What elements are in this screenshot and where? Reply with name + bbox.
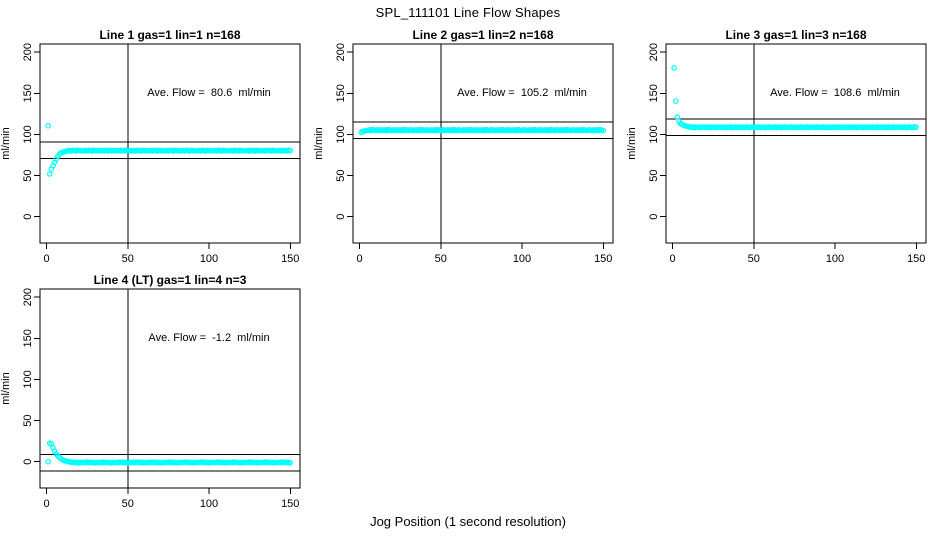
y-axis-label: ml/min	[313, 127, 325, 159]
y-tick-label: 200	[22, 43, 34, 61]
plot-box	[665, 43, 927, 244]
y-tick-label: 100	[335, 125, 347, 143]
x-tick-label: 100	[826, 253, 844, 265]
panel-line-4: Line 4 (LT) gas=1 lin=4 n=3 0 50 100 150 0 50…	[0, 273, 312, 515]
y-tick-label: 200	[648, 43, 660, 61]
panel-4-annotation: Ave. Flow = -1.2 ml/min	[148, 332, 270, 344]
x-tick-label: 50	[122, 253, 134, 265]
data-point	[672, 98, 679, 104]
x-tick-label: 100	[200, 253, 218, 265]
panel-line-2: Line 2 gas=1 lin=2 n=168 0 50 100 150 0 50 100…	[313, 28, 625, 270]
plot-svg-4: 0 50 100 150 0 50 100 150 200 ml/min	[0, 288, 301, 510]
y-tick-label: 100	[22, 370, 34, 388]
panel-2-title: Line 2 gas=1 lin=2 n=168	[412, 28, 554, 42]
y-tick-label: 0	[648, 214, 660, 220]
data-point	[45, 123, 51, 129]
x-tick-label: 0	[43, 498, 49, 510]
y-tick-label: 50	[648, 169, 660, 181]
plot-box	[39, 43, 301, 244]
panel-line-1: Line 1 gas=1 lin=1 n=168 0 50 100 150 0 50 100…	[0, 28, 312, 270]
x-tick-label: 150	[594, 253, 612, 265]
data-point	[913, 124, 920, 131]
y-axis-label: ml/min	[0, 127, 12, 159]
y-tick-label: 100	[648, 125, 660, 143]
y-tick-label: 0	[22, 459, 34, 465]
data-point	[287, 147, 294, 154]
y-tick-label: 150	[22, 329, 34, 347]
panel-line-3: Line 3 gas=1 lin=3 n=168 0 50 100 150 0 50 100…	[626, 28, 936, 270]
x-tick-label: 150	[281, 498, 299, 510]
y-tick-label: 150	[648, 84, 660, 102]
panel-2-annotation: Ave. Flow = 105.2 ml/min	[457, 87, 587, 99]
y-axis-label: ml/min	[0, 372, 12, 404]
x-tick-label: 0	[356, 253, 362, 265]
y-tick-label: 50	[22, 414, 34, 426]
y-tick-label: 50	[335, 169, 347, 181]
data-point	[600, 127, 607, 134]
y-tick-label: 0	[22, 214, 34, 220]
x-tick-label: 150	[281, 253, 299, 265]
x-tick-label: 100	[513, 253, 531, 265]
panel-4-title: Line 4 (LT) gas=1 lin=4 n=3	[93, 273, 247, 287]
x-axis-label: Jog Position (1 second resolution)	[370, 514, 566, 529]
data-point	[46, 171, 53, 177]
plot-svg-1: 0 50 100 150 0 50 100 150 200 ml/min	[0, 43, 301, 265]
y-tick-label: 150	[335, 84, 347, 102]
plot-box	[39, 288, 301, 489]
x-tick-label: 50	[748, 253, 760, 265]
panel-3-title: Line 3 gas=1 lin=3 n=168	[725, 28, 867, 42]
panel-1-title: Line 1 gas=1 lin=1 n=168	[99, 28, 241, 42]
x-tick-label: 50	[122, 498, 134, 510]
plot-svg-2: 0 50 100 150 0 50 100 150 200 ml/min	[313, 43, 614, 265]
plot-svg-3: 0 50 100 150 0 50 100 150 200 ml/min	[626, 43, 927, 265]
x-tick-label: 0	[43, 253, 49, 265]
data-point	[287, 460, 294, 466]
y-tick-label: 0	[335, 214, 347, 220]
data-point	[45, 458, 51, 465]
y-tick-label: 200	[22, 288, 34, 306]
data-point	[671, 65, 677, 71]
plot-box	[352, 43, 614, 244]
figure-title: SPL_111101 Line Flow Shapes	[375, 5, 561, 20]
y-tick-label: 100	[22, 125, 34, 143]
y-tick-label: 150	[22, 84, 34, 102]
y-tick-label: 50	[22, 169, 34, 181]
panel-1-annotation: Ave. Flow = 80.6 ml/min	[147, 87, 271, 99]
y-axis-label: ml/min	[626, 127, 638, 159]
x-tick-label: 0	[669, 253, 675, 265]
panel-3-annotation: Ave. Flow = 108.6 ml/min	[770, 87, 900, 99]
x-tick-label: 100	[200, 498, 218, 510]
x-tick-label: 50	[435, 253, 447, 265]
y-tick-label: 200	[335, 43, 347, 61]
x-tick-label: 150	[907, 253, 925, 265]
